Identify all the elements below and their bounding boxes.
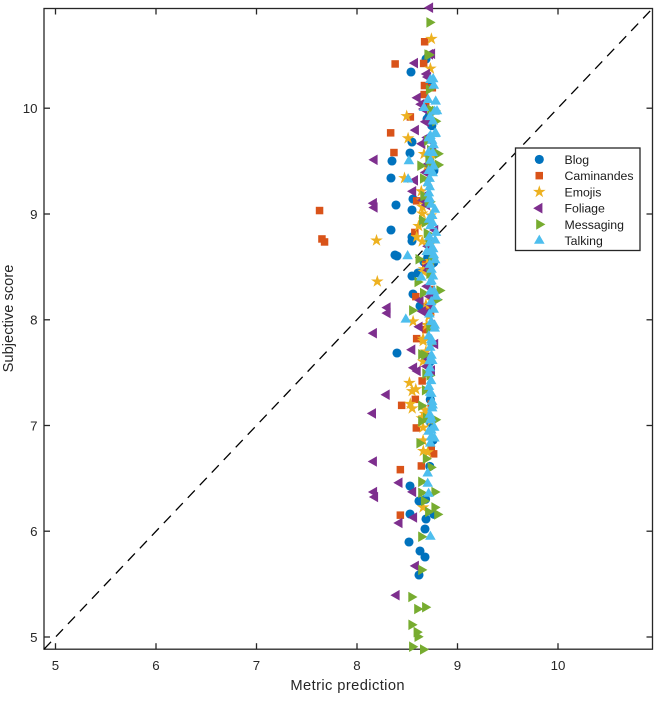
svg-text:8: 8 <box>353 658 360 673</box>
svg-text:Subjective score: Subjective score <box>1 265 17 373</box>
svg-text:Talking: Talking <box>565 234 603 248</box>
svg-text:5: 5 <box>52 658 59 673</box>
svg-text:10: 10 <box>551 658 566 673</box>
svg-text:7: 7 <box>30 418 37 433</box>
svg-text:10: 10 <box>23 101 38 116</box>
svg-text:5: 5 <box>30 630 37 645</box>
svg-text:6: 6 <box>30 524 37 539</box>
svg-text:6: 6 <box>152 658 159 673</box>
svg-text:7: 7 <box>253 658 260 673</box>
svg-text:Blog: Blog <box>565 153 590 167</box>
svg-text:9: 9 <box>30 207 37 222</box>
svg-text:Emojis: Emojis <box>565 185 602 199</box>
svg-text:Messaging: Messaging <box>565 218 625 232</box>
svg-text:Caminandes: Caminandes <box>565 169 634 183</box>
svg-text:8: 8 <box>30 313 37 328</box>
svg-text:Foliage: Foliage <box>565 202 605 216</box>
svg-text:Metric prediction: Metric prediction <box>290 678 405 694</box>
svg-text:9: 9 <box>454 658 461 673</box>
